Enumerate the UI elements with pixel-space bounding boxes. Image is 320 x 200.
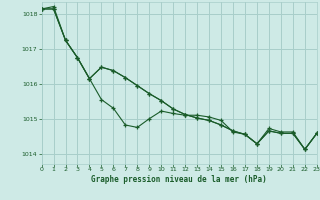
X-axis label: Graphe pression niveau de la mer (hPa): Graphe pression niveau de la mer (hPa) — [91, 175, 267, 184]
